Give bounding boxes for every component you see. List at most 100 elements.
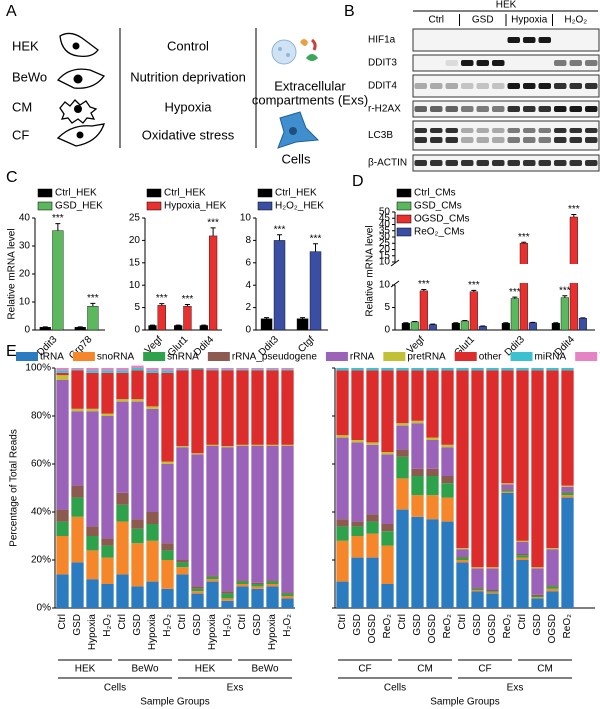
- bar-segment: [441, 476, 454, 484]
- x-tick-label: Ctrl: [457, 614, 468, 630]
- y-axis-label: Percentage of Total Reads: [9, 429, 20, 547]
- bar-segment: [486, 591, 499, 593]
- bar: [528, 322, 537, 331]
- y-axis-label: Relative mRNA level: [7, 228, 18, 319]
- error-bar: [264, 317, 270, 319]
- bar-segment: [561, 495, 574, 498]
- blot-frame: [412, 74, 600, 98]
- bar: [401, 323, 410, 331]
- bar-segment: [561, 492, 574, 496]
- axis-break: [390, 259, 400, 267]
- y-tick-label: 50: [379, 207, 391, 218]
- bar-segment: [336, 370, 349, 436]
- bar-segment: [531, 368, 544, 371]
- blot-band: [554, 83, 567, 89]
- bar: [52, 230, 64, 331]
- bar: [157, 305, 166, 331]
- legend-label: GSD_CMs: [414, 201, 462, 212]
- bar-segment: [161, 464, 174, 544]
- bar-segment: [501, 368, 514, 371]
- y-tick-label: 10: [240, 213, 252, 224]
- bar-segment: [561, 491, 574, 493]
- x-tick-label: GSD: [192, 614, 203, 636]
- bar-segment: [531, 596, 544, 598]
- bar-segment: [281, 444, 294, 446]
- bar-segment: [146, 512, 159, 524]
- bar: [419, 290, 428, 331]
- bar-segment: [116, 574, 129, 608]
- blot-band: [523, 128, 536, 133]
- bar: [199, 325, 208, 331]
- legend-label: ReO₂_CMs: [414, 227, 465, 238]
- bar-segment: [206, 446, 219, 576]
- y-tick-label: 20: [379, 244, 391, 255]
- error-bar: [55, 223, 61, 231]
- bar-segment: [441, 370, 454, 445]
- lane-group: Ctrl: [428, 15, 444, 26]
- western-blot: Ctrl GSD Hypoxia H₂O₂ HIF1a DDIT3 DDIT4 r-H2AX L…: [368, 14, 600, 172]
- bar-segment: [206, 369, 219, 371]
- bar-segment: [351, 557, 364, 608]
- x-tick-label: Hypoxia: [267, 614, 278, 651]
- bar-segment: [426, 468, 439, 476]
- bar-segment: [236, 580, 249, 582]
- bar: [451, 323, 460, 331]
- panel-label: C: [6, 169, 18, 186]
- bar-segment: [426, 370, 439, 438]
- bar-segment: [191, 453, 204, 455]
- blot-band: [430, 137, 443, 143]
- bar-segment: [236, 581, 249, 584]
- bar: [296, 318, 309, 331]
- error-bar: [159, 303, 165, 306]
- break-gap: [569, 264, 579, 283]
- blot-band: [554, 106, 567, 112]
- bar-segment: [501, 483, 514, 485]
- y-tick-label: 80%: [31, 411, 51, 422]
- bar-segment: [71, 485, 84, 498]
- bar-segment: [396, 456, 409, 479]
- bar-segment: [411, 370, 424, 421]
- y-tick-label: 20%: [31, 555, 51, 566]
- error-bar: [521, 241, 527, 244]
- blot-band: [430, 106, 443, 112]
- bar-segment: [146, 524, 159, 541]
- bar-segment: [561, 486, 574, 492]
- bar-segment: [221, 591, 234, 594]
- legend-swatch: [146, 188, 162, 198]
- x-tick-label: H₂O₂: [162, 614, 173, 637]
- bar-segment: [131, 370, 144, 400]
- blot-band: [476, 60, 489, 66]
- bar-segment: [381, 531, 394, 546]
- bar-segment: [131, 365, 144, 368]
- bar-segment: [56, 521, 69, 536]
- x-axis-label: Sample Groups: [140, 697, 209, 708]
- bar-segment: [381, 452, 394, 455]
- protein-label: DDIT4: [368, 81, 397, 92]
- blot-band: [538, 128, 551, 133]
- bar: [87, 306, 99, 331]
- blot-band: [492, 106, 505, 112]
- bar-segment: [441, 368, 454, 371]
- bar-segment: [546, 586, 559, 589]
- bar-segment: [486, 370, 499, 568]
- bar-segment: [251, 369, 264, 371]
- bar-segment: [101, 538, 114, 546]
- bar-segment: [456, 556, 469, 558]
- y-tick-label: 30: [19, 241, 31, 252]
- legend-swatch: [396, 201, 412, 211]
- x-tick-label: GSD: [532, 614, 543, 636]
- bar-segment: [396, 449, 409, 457]
- x-tick-label: H₂O₂: [282, 614, 293, 637]
- bar-segment: [161, 370, 174, 373]
- bar-segment: [396, 478, 409, 510]
- blot-band: [414, 83, 427, 89]
- x-tick-label: ReO₂: [502, 614, 513, 639]
- bar-segment: [471, 368, 484, 371]
- bar-segment: [86, 370, 99, 373]
- significance: ***: [468, 280, 480, 291]
- bar-segment: [86, 411, 99, 527]
- bar-segment: [546, 549, 559, 586]
- bar-segment: [381, 584, 394, 608]
- blot-frame: [412, 54, 600, 72]
